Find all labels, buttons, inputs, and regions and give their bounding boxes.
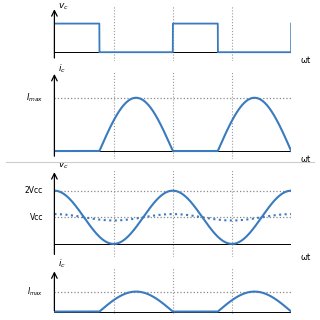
Text: 2Vcc: 2Vcc	[25, 186, 43, 195]
Text: ωt: ωt	[300, 155, 311, 164]
Text: ωt: ωt	[300, 56, 311, 65]
Text: $v_c$: $v_c$	[58, 161, 69, 172]
Text: $I_{max}$: $I_{max}$	[27, 285, 43, 298]
Text: Vcc: Vcc	[29, 213, 43, 222]
Text: ωt: ωt	[300, 253, 311, 262]
Text: $i_c$: $i_c$	[58, 63, 66, 76]
Text: $i_c$: $i_c$	[58, 257, 66, 269]
Text: $v_c$: $v_c$	[58, 1, 69, 12]
Text: $I_{max}$: $I_{max}$	[26, 92, 43, 104]
